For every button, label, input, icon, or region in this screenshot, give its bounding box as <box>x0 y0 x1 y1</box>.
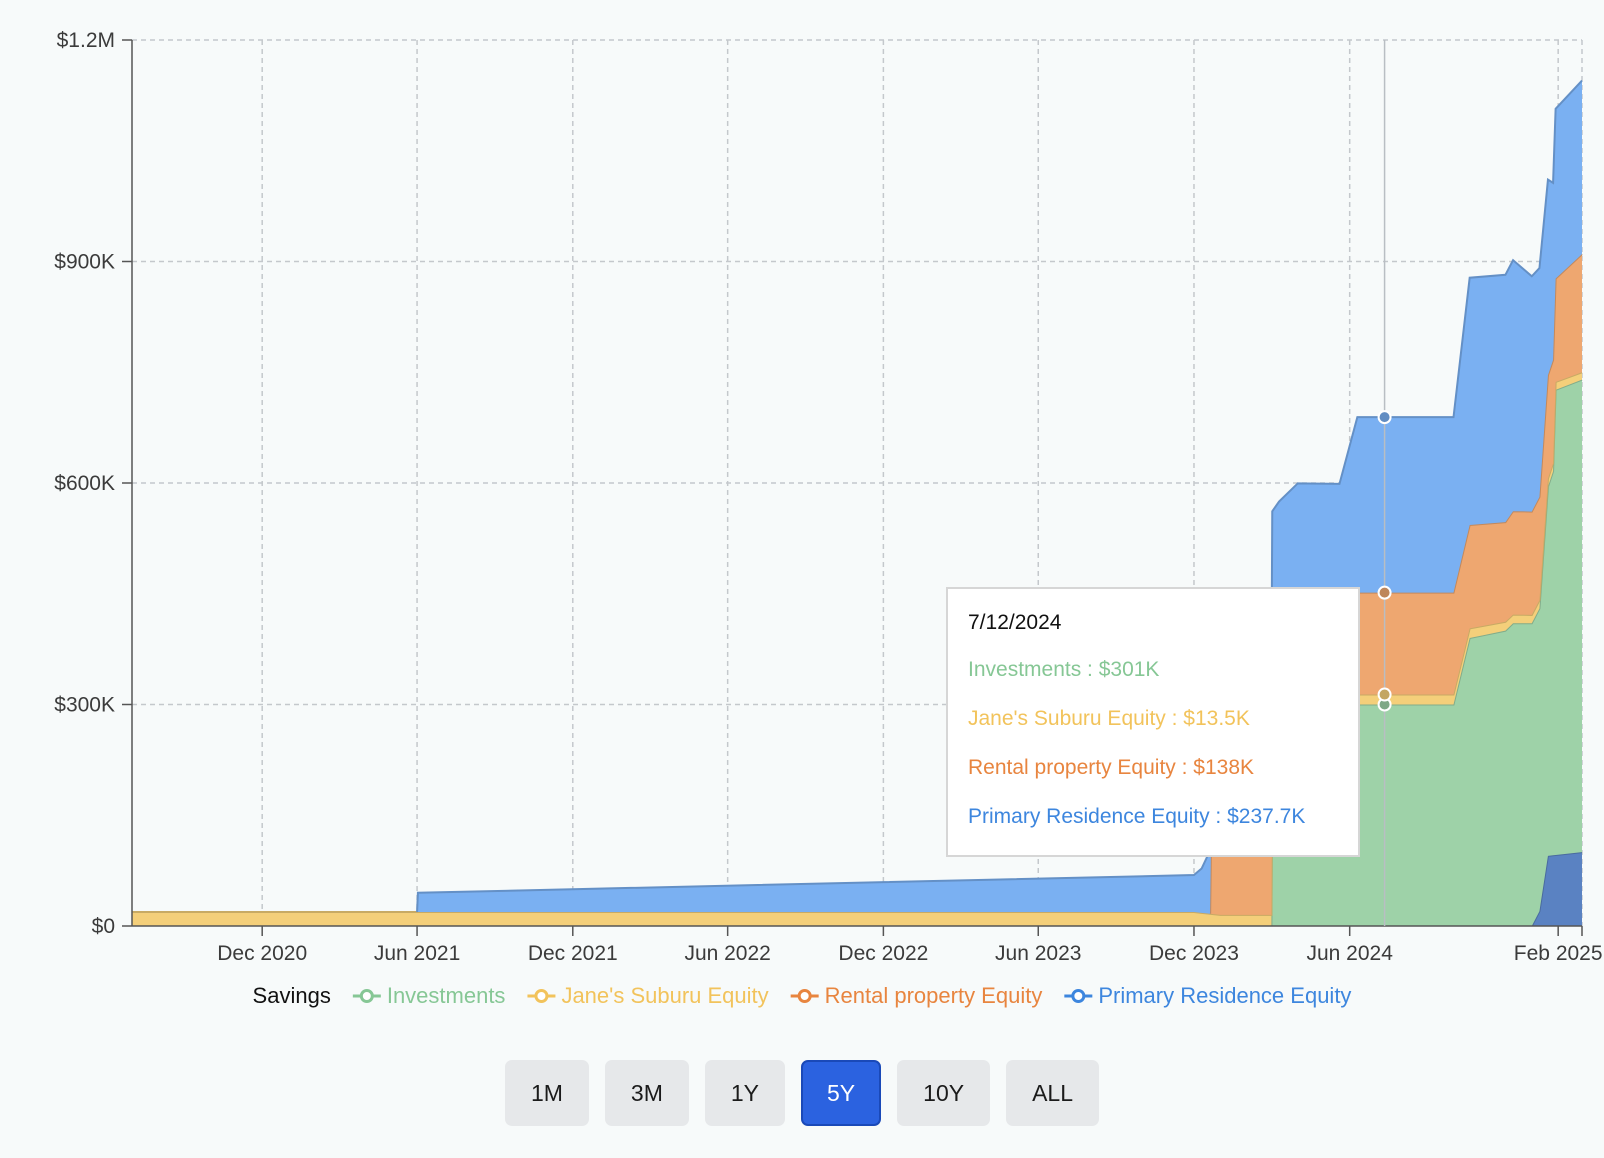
range-button-all[interactable]: ALL <box>1006 1060 1100 1126</box>
legend-label: Savings <box>253 983 331 1008</box>
legend-label: Primary Residence Equity <box>1098 983 1351 1008</box>
legend-marker-dot <box>797 989 812 1003</box>
legend[interactable]: Savings Investments Jane's Suburu Equity Re… <box>253 983 1352 1008</box>
x-tick-label: Feb 2025 <box>1514 942 1603 965</box>
legend-item-primary-residence-equity[interactable]: Primary Residence Equity <box>1064 983 1351 1008</box>
legend-item-savings[interactable]: Savings <box>253 983 331 1008</box>
tooltip-row-rental-property-equity: Rental property Equity : $138K <box>968 756 1255 779</box>
tooltip-row-primary-residence-equity: Primary Residence Equity : $237.7K <box>968 805 1306 828</box>
legend-item-investments[interactable]: Investments <box>352 983 506 1008</box>
range-button-1y[interactable]: 1Y <box>704 1060 786 1126</box>
range-button-5y[interactable]: 5Y <box>801 1060 882 1126</box>
y-tick-label: $0 <box>92 915 115 938</box>
legend-item-jane-s-suburu-equity[interactable]: Jane's Suburu Equity <box>527 983 769 1008</box>
area-savings[interactable] <box>1531 852 1582 926</box>
x-tick-label: Dec 2020 <box>217 942 307 965</box>
area-primary-residence-equity[interactable] <box>417 80 1582 914</box>
legend-label: Investments <box>387 983 506 1008</box>
axes: $0 $300K $600K $900K $1.2M Dec 2020 Jun 2021 De… <box>54 29 1602 965</box>
range-button-3m[interactable]: 3M <box>604 1060 689 1126</box>
y-tick-label: $1.2M <box>57 29 115 52</box>
legend-marker-dot <box>1071 989 1086 1003</box>
series-areas[interactable] <box>132 79 1583 927</box>
y-tick-label: $600K <box>54 472 115 495</box>
time-range-selector: 1M 3M 1Y 5Y 10Y ALL <box>0 1060 1604 1126</box>
legend-marker-dot <box>534 989 549 1003</box>
y-tick-label: $900K <box>54 251 115 274</box>
range-button-10y[interactable]: 10Y <box>897 1060 991 1126</box>
x-tick-label: Jun 2024 <box>1306 942 1393 965</box>
tooltip-date: 7/12/2024 <box>968 611 1062 634</box>
x-tick-label: Dec 2023 <box>1149 942 1239 965</box>
legend-label: Rental property Equity <box>825 983 1043 1008</box>
hover-tooltip: 7/12/2024 Investments : $301K Jane's Sub… <box>946 587 1360 857</box>
tooltip-row-investments: Investments : $301K <box>968 658 1160 681</box>
hover-crosshair <box>1377 40 1392 926</box>
hover-marker-rental-property-equity <box>1377 585 1392 600</box>
x-tick-label: Jun 2022 <box>684 942 770 965</box>
hover-marker-primary-residence-equity <box>1377 410 1392 425</box>
x-tick-label: Jun 2021 <box>374 942 460 965</box>
tooltip-row-janes-suburu-equity: Jane's Suburu Equity : $13.5K <box>968 707 1250 730</box>
x-tick-label: Jun 2023 <box>995 942 1081 965</box>
y-tick-label: $300K <box>54 694 115 717</box>
legend-item-rental-property-equity[interactable]: Rental property Equity <box>790 983 1043 1008</box>
range-button-1m[interactable]: 1M <box>504 1060 589 1126</box>
x-tick-label: Dec 2021 <box>528 942 618 965</box>
hover-marker-jane-s-suburu-equity <box>1377 687 1392 702</box>
x-tick-label: Dec 2022 <box>838 942 928 965</box>
legend-marker-dot <box>359 989 374 1003</box>
legend-label: Jane's Suburu Equity <box>561 983 768 1008</box>
